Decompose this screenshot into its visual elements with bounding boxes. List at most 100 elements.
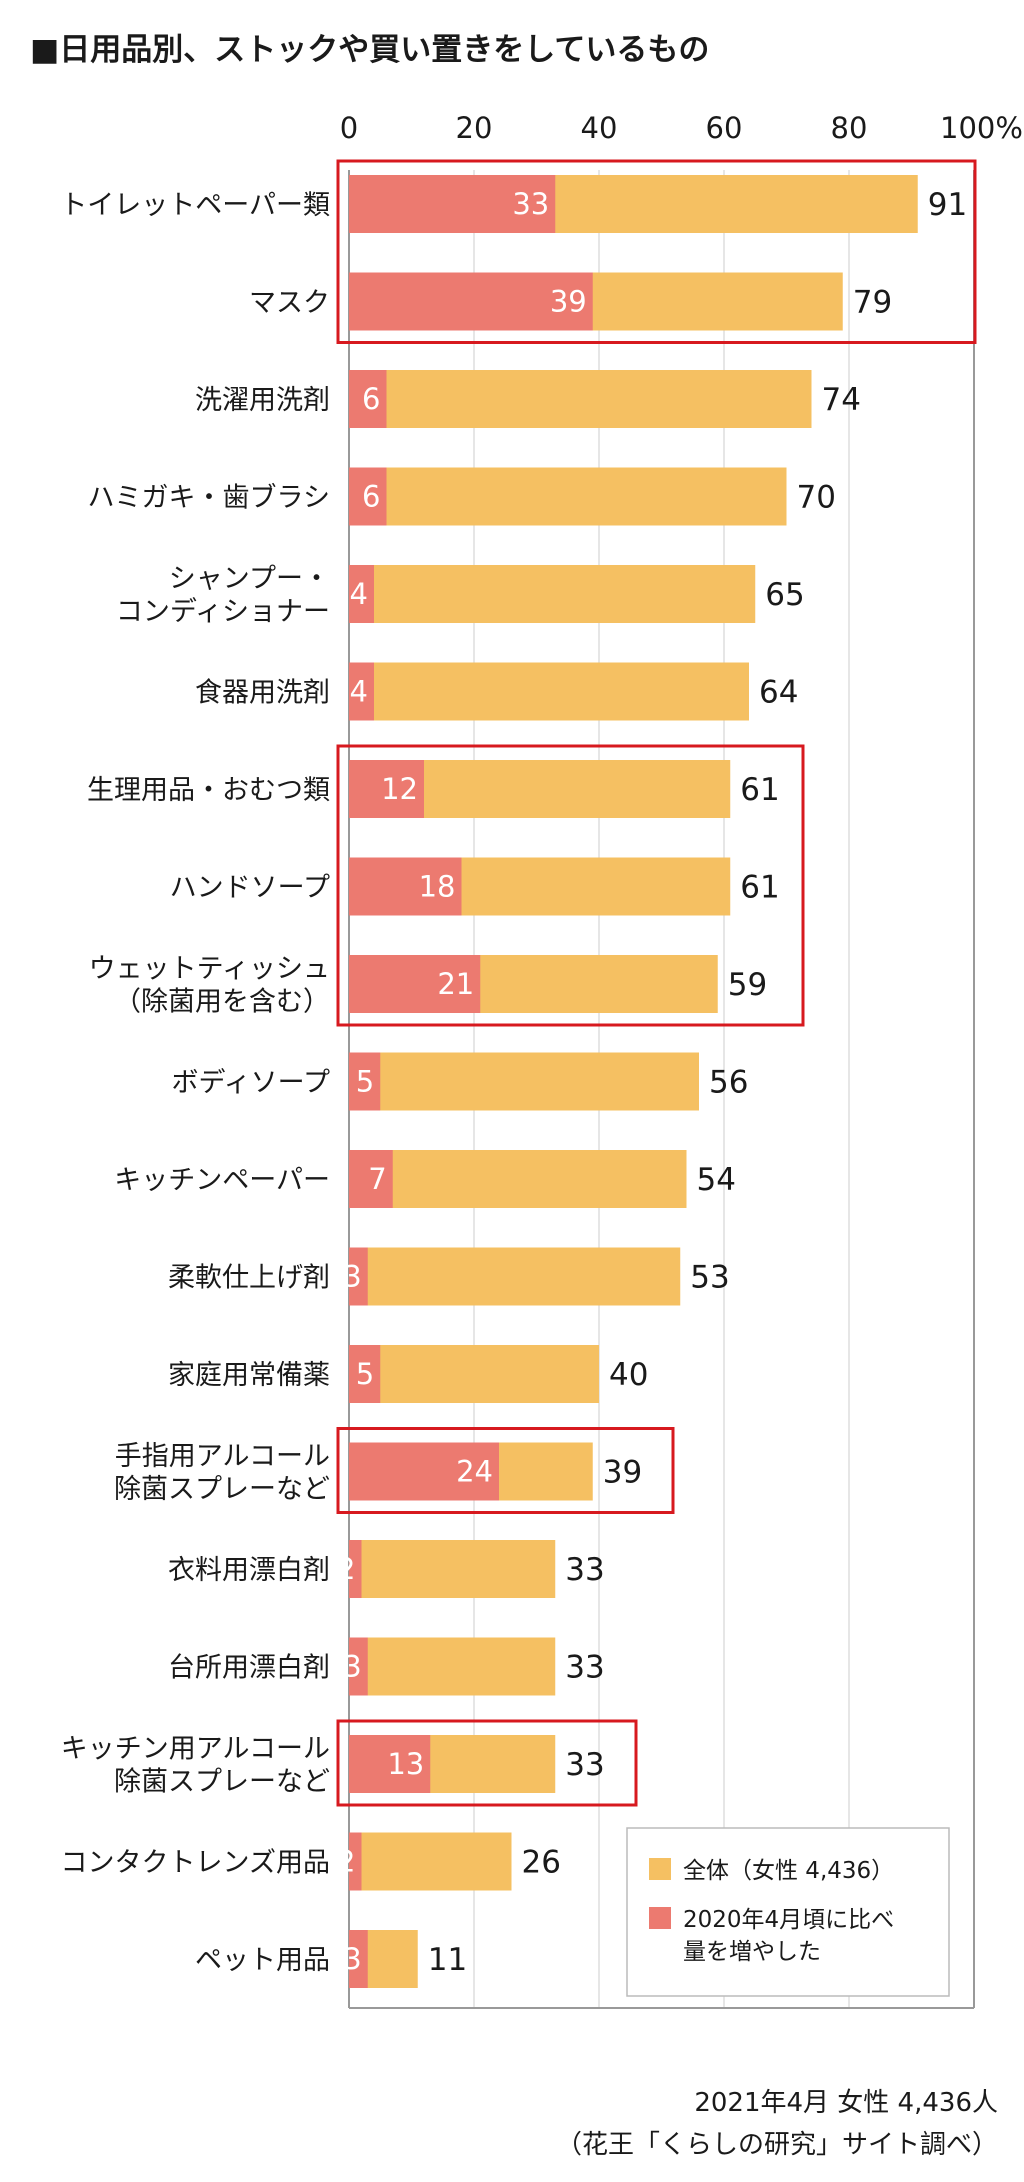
x-tick-label: 20 [456,111,493,145]
category-label-line: ボディソープ [172,1068,331,1099]
category-label: トイレットペーパー類 [60,190,330,221]
legend-box [626,1827,950,1997]
bar-increased [349,1442,499,1501]
total-value-label: 40 [609,1357,648,1393]
increased-value-label: 3 [343,1650,361,1684]
bar-increased [349,565,374,623]
total-value-label: 74 [822,382,861,418]
x-tick-label: 60 [706,111,743,145]
category-label-line: 生理用品・おむつ類 [87,775,330,806]
category-label: 柔軟仕上げ剤 [168,1263,330,1294]
category-label: ハミガキ・歯ブラシ [88,483,330,514]
category-label: 家庭用常備薬 [168,1360,330,1391]
legend-label-increased: 2020年4月頃に比べ量を増やした [683,1907,894,1965]
category-label: マスク [249,288,330,319]
category-label-line: 家庭用常備薬 [168,1360,330,1391]
total-value-label: 64 [759,675,798,711]
bar-increased [349,467,387,526]
total-value-label: 61 [740,772,779,808]
total-value-label: 33 [565,1552,604,1588]
total-value-label: 65 [765,577,804,613]
increased-value-label: 6 [362,480,380,514]
increased-value-label: 4 [350,577,368,611]
legend-label-total: 全体（女性 4,436） [683,1858,894,1884]
category-label-line: ハミガキ・歯ブラシ [88,483,330,514]
bar-increased [349,662,374,721]
increased-value-label: 39 [550,285,587,319]
bar-increased [349,272,593,331]
category-label-line: 除菌スプレーなど [114,1474,330,1505]
x-tick-label: 80 [831,111,868,145]
highlight-box [336,1719,638,1807]
chart-title: ■日用品別、ストックや買い置きをしているもの [30,32,710,68]
category-label-line: マスク [249,288,330,319]
increased-value-label: 2 [337,1552,355,1586]
total-value-label: 59 [728,967,767,1003]
footer-date: 2021年4月 女性 4,436人 [694,2088,998,2118]
bar-increased [349,760,424,818]
category-label-line: キッチン用アルコール [61,1734,330,1765]
increased-value-label: 3 [343,1942,361,1976]
total-value-label: 79 [853,285,892,321]
category-label: キッチン用アルコール除菌スプレーなど [61,1734,330,1798]
increased-value-label: 2 [337,1845,355,1879]
highlight-box [336,744,805,1027]
increased-value-label: 12 [381,772,418,806]
increased-value-label: 21 [437,967,474,1001]
category-label: 手指用アルコール除菌スプレーなど [114,1441,330,1505]
increased-value-label: 4 [350,675,368,709]
total-value-label: 56 [709,1065,748,1101]
total-value-label: 91 [928,187,967,223]
bar-increased [349,1637,368,1696]
increased-value-label: 6 [362,382,380,416]
total-value-label: 33 [565,1747,604,1783]
legend-swatch-total [649,1858,671,1880]
bar-total [349,1052,699,1111]
increased-value-label: 24 [456,1455,493,1489]
increased-value-label: 5 [356,1357,374,1391]
bar-increased [349,1052,381,1111]
category-label: キッチンペーパー [114,1165,330,1196]
bar-increased [349,1930,368,1988]
bar-increased [349,1150,393,1208]
bar-total [349,1150,687,1208]
category-label-line: 食器用洗剤 [195,678,330,709]
category-label: ボディソープ [172,1068,331,1099]
category-label-line: ウェットティッシュ [89,954,330,985]
increased-value-label: 3 [343,1260,361,1294]
category-label: 生理用品・おむつ類 [87,775,330,806]
category-label: 衣料用漂白剤 [168,1555,330,1586]
category-label-line: （除菌用を含む） [114,987,330,1018]
increased-value-label: 18 [419,870,456,904]
category-label: ペット用品 [195,1945,330,1976]
total-value-label: 39 [603,1455,642,1491]
category-label-line: コンタクトレンズ用品 [61,1848,330,1879]
category-label: ハンドソープ [170,873,330,904]
category-label-line: 洗濯用洗剤 [195,385,330,416]
bar-increased [349,175,556,233]
category-label: ウェットティッシュ（除菌用を含む） [89,954,330,1018]
bar-increased [349,1247,368,1306]
category-label-line: シャンプー・ [169,564,330,595]
category-label-line: 柔軟仕上げ剤 [168,1263,330,1294]
category-label: 洗濯用洗剤 [195,385,330,416]
bar-increased [349,1735,431,1793]
category-label-line: ハンドソープ [170,873,330,904]
x-tick-label: 100% [940,111,1023,145]
legend-label-increased-line: 量を増やした [683,1939,821,1965]
total-value-label: 11 [428,1942,467,1978]
category-label-line: トイレットペーパー類 [60,190,330,221]
category-label-line: コンディショナー [116,597,330,628]
legend-label-increased-line: 2020年4月頃に比べ [683,1907,894,1933]
bar-total [349,662,749,721]
bar-increased [349,857,462,916]
footer-source: （花王「くらしの研究」サイト調べ） [555,2130,998,2160]
total-value-label: 54 [697,1162,736,1198]
bar-total [349,1540,556,1598]
category-label: シャンプー・コンディショナー [116,564,330,628]
total-value-label: 26 [522,1845,561,1881]
bar-total [349,1832,512,1891]
x-tick-label: 40 [581,111,618,145]
bar-increased [349,955,481,1013]
